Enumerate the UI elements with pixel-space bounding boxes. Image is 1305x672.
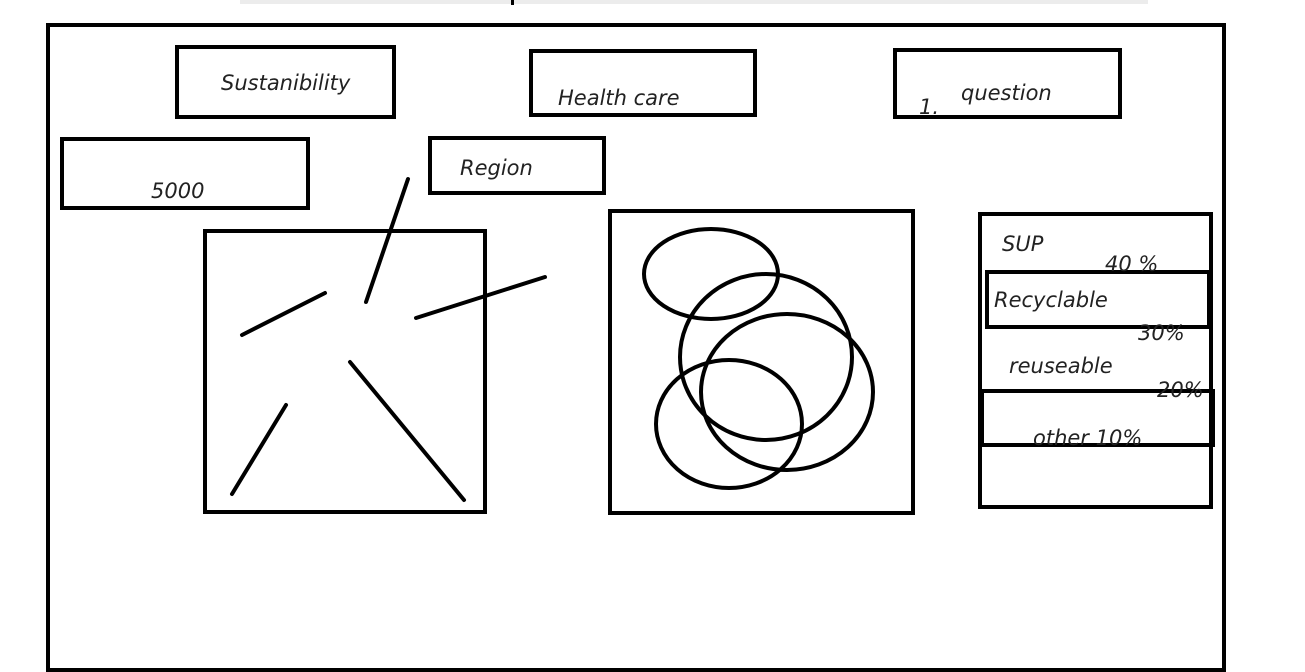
top-tick-mark [511, 0, 514, 5]
sketch-line [240, 291, 327, 337]
sustainability-box[interactable] [175, 45, 396, 119]
count-box[interactable] [60, 137, 310, 210]
question-label: question [961, 81, 1052, 105]
legend-sup-label: SUP [1002, 232, 1044, 256]
legend-sup-percent: 40 % [1105, 252, 1159, 276]
venn-circle [654, 358, 804, 490]
health-care-box[interactable] [529, 49, 757, 117]
dashboard-frame [46, 23, 1226, 672]
sketch-line [414, 275, 547, 320]
legend-recyclable-percent: 30% [1138, 321, 1185, 345]
legend-reuseable-label: reuseable [1009, 354, 1113, 378]
question-number: 1. [919, 95, 940, 119]
count-value: 5000 [151, 179, 205, 203]
sketch-line [348, 360, 466, 502]
venn-diagram-panel [608, 209, 915, 515]
sketch-line [364, 177, 410, 304]
legend-recyclable-label: Recyclable [994, 288, 1108, 312]
sustainability-label: Sustanibility [221, 71, 351, 95]
legend-reuseable-percent: 20% [1157, 378, 1204, 402]
legend-other-label: other 10% [1033, 426, 1143, 450]
legend-recyclable-box [985, 270, 1211, 329]
health-care-label: Health care [558, 86, 680, 110]
region-box[interactable] [428, 136, 606, 195]
legend-other-box [980, 389, 1215, 447]
question-box[interactable] [893, 48, 1122, 119]
venn-circle [678, 272, 854, 442]
region-label: Region [460, 156, 533, 180]
browser-top-strip [240, 0, 1148, 4]
sketch-line [230, 403, 288, 496]
region-map-panel [203, 229, 487, 514]
venn-circle [699, 312, 875, 472]
legend-panel [978, 212, 1213, 509]
